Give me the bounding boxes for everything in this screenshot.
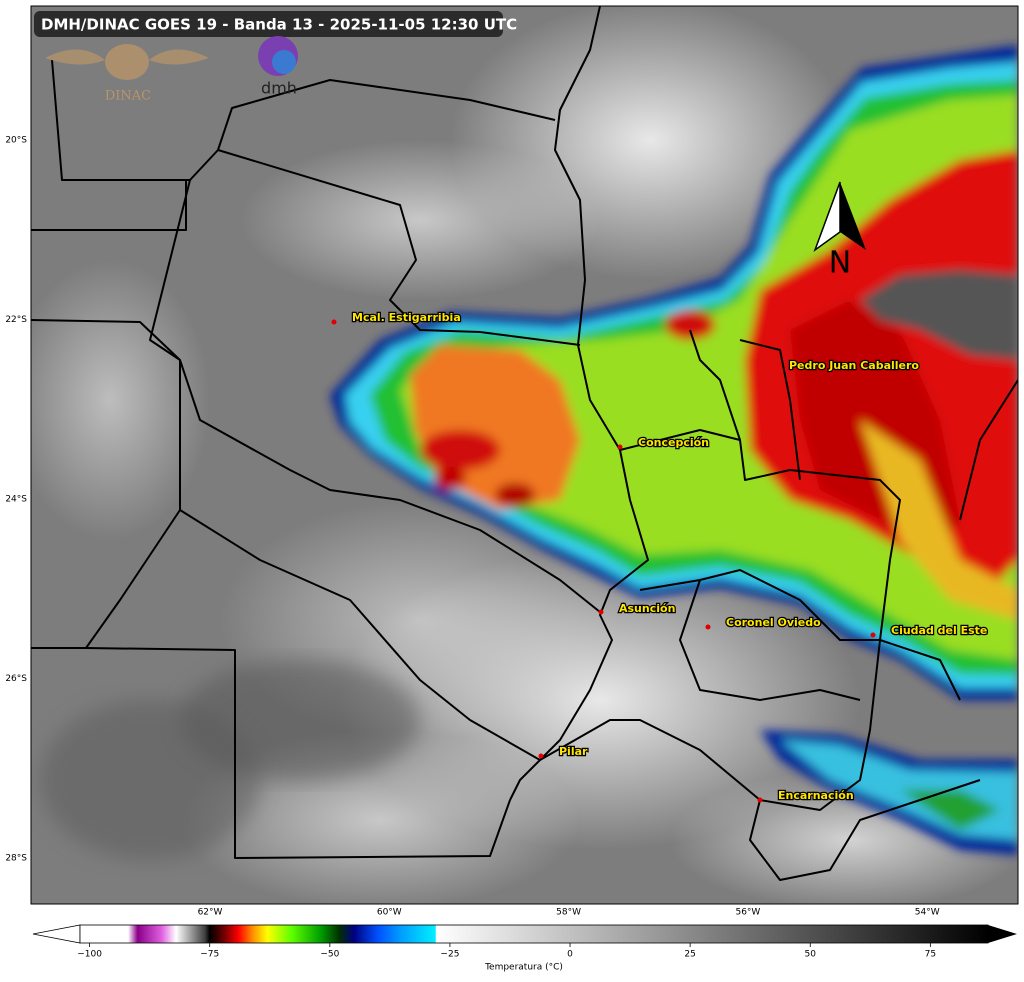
dinac-label: DINAC [105, 89, 151, 104]
north-label: N [829, 246, 851, 281]
city-dot [870, 632, 876, 638]
colorbar-tick-label: −75 [200, 950, 219, 960]
colorbar-tick-label: 25 [684, 950, 695, 960]
satellite-image [31, 6, 1018, 904]
dmh-label: dmh [261, 79, 297, 98]
city-label: Encarnación [778, 789, 854, 802]
colorbar-tick-label: −50 [320, 950, 339, 960]
colorbar-tick-label: 0 [567, 950, 573, 960]
city-dot [598, 609, 604, 615]
dinac-logo: DINAC [45, 44, 209, 104]
lon-label: 60°W [377, 908, 402, 918]
dmh-logo: dmh [258, 36, 298, 98]
lat-label: 28°S [5, 854, 27, 864]
colorbar-tick-label: −100 [77, 950, 102, 960]
city-dot [757, 797, 763, 803]
city-label: Pilar [559, 745, 588, 758]
colorbar [79, 924, 989, 944]
city-label: Pedro Juan Caballero [789, 359, 919, 372]
lon-label: 54°W [915, 908, 940, 918]
city-dot [705, 624, 711, 630]
city-label: Mcal. Estigarribia [352, 311, 461, 324]
lat-label: 24°S [5, 495, 27, 505]
colorbar-label: Temperatura (°C) [484, 963, 563, 973]
city-label: Coronel Oviedo [726, 616, 821, 629]
north-arrow: N [813, 181, 866, 281]
colorbar-extend-max [988, 925, 1017, 943]
colorbar-tick-label: 75 [925, 950, 936, 960]
city-label: Concepción [638, 436, 709, 449]
city-dot [538, 753, 544, 759]
city-dot [331, 319, 337, 325]
borders [31, 6, 1018, 881]
lon-label: 62°W [198, 908, 223, 918]
city-label: Asunción [619, 602, 675, 615]
colorbar-tick-label: 50 [805, 950, 817, 960]
city-dot [617, 444, 623, 450]
lon-label: 58°W [556, 908, 581, 918]
colorbar-tick-label: −25 [440, 950, 459, 960]
map-frame [30, 5, 1019, 905]
title-box [34, 11, 503, 37]
title: DMH/DINAC GOES 19 - Banda 13 - 2025-11-0… [41, 16, 517, 34]
city-label: Ciudad del Este [891, 624, 987, 637]
lon-label: 56°W [735, 908, 760, 918]
lat-label: 22°S [5, 315, 27, 325]
colorbar-extend-min [32, 924, 81, 944]
lat-label: 26°S [5, 674, 27, 684]
lat-label: 20°S [5, 136, 27, 146]
